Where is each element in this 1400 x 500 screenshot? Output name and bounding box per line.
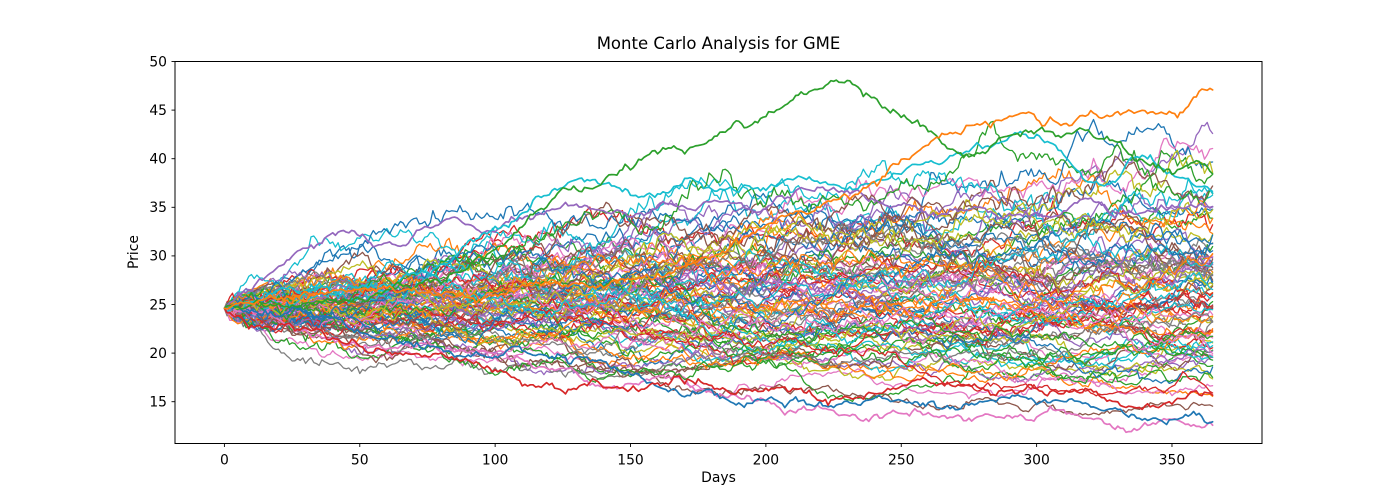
- x-tick-label: 0: [220, 453, 229, 469]
- simulation-path: [223, 222, 1214, 311]
- simulation-path-orange-late-riser: [223, 87, 1214, 310]
- y-tick-label: 35: [149, 200, 167, 216]
- simulation-path-red-low: [223, 307, 1214, 411]
- y-tick-label: 30: [149, 249, 167, 265]
- simulation-path: [223, 120, 1214, 321]
- simulation-path: [223, 296, 1214, 367]
- simulation-path: [223, 307, 1214, 380]
- simulation-path: [223, 118, 1214, 334]
- y-tick-label: 45: [149, 103, 167, 119]
- simulation-path: [223, 274, 1214, 350]
- simulation-paths: [223, 79, 1214, 434]
- simulation-path: [223, 222, 1214, 336]
- simulation-path: [223, 307, 1214, 382]
- chart-title: Monte Carlo Analysis for GME: [596, 34, 841, 53]
- simulation-path: [223, 288, 1214, 344]
- axes-spines: [174, 61, 1263, 444]
- x-axis-label: Days: [701, 470, 736, 486]
- y-tick-label: 40: [149, 152, 167, 168]
- y-tick-label: 20: [149, 346, 167, 362]
- simulation-path: [223, 228, 1214, 318]
- simulation-path-purple-early-leader: [223, 186, 1214, 310]
- y-tick-label: 50: [149, 54, 167, 70]
- simulation-path-green-runner: [223, 79, 1214, 310]
- simulation-path: [223, 293, 1214, 385]
- simulation-path: [223, 256, 1214, 327]
- simulation-path: [223, 258, 1214, 337]
- x-tick-label: 100: [482, 453, 509, 469]
- x-tick-label: 350: [1159, 453, 1186, 469]
- simulation-path: [223, 237, 1214, 326]
- simulation-path: [223, 235, 1214, 327]
- x-tick-label: 250: [888, 453, 915, 469]
- simulation-path: [223, 249, 1214, 310]
- x-tick-label: 200: [753, 453, 780, 469]
- simulation-path: [223, 299, 1214, 363]
- simulation-path: [223, 149, 1214, 311]
- y-tick-label: 25: [149, 297, 167, 313]
- y-axis-label: Price: [126, 235, 142, 269]
- simulation-path: [223, 288, 1214, 340]
- x-tick-label: 50: [351, 453, 369, 469]
- simulation-path: [223, 280, 1214, 355]
- simulation-path-blue-low: [223, 305, 1214, 426]
- simulation-path: [223, 201, 1214, 319]
- x-tick-label: 150: [617, 453, 644, 469]
- y-tick-label: 15: [149, 395, 167, 411]
- x-tick-label: 300: [1023, 453, 1050, 469]
- simulation-path: [223, 202, 1214, 313]
- simulation-path: [223, 259, 1214, 330]
